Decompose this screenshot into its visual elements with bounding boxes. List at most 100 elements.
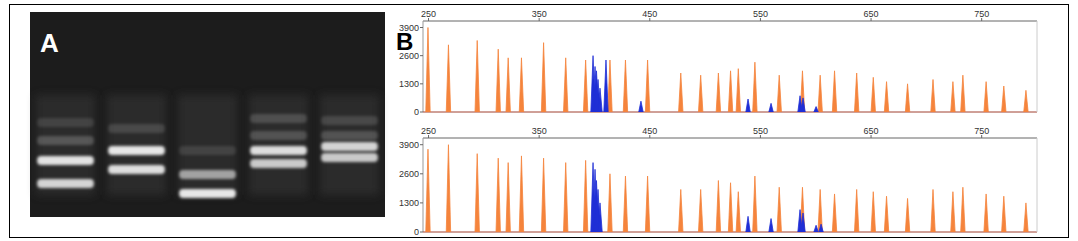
peak — [496, 158, 500, 232]
y-tick — [420, 55, 423, 56]
y-tick — [420, 232, 423, 233]
peak — [506, 58, 510, 112]
peak — [541, 43, 545, 112]
y-tick — [420, 27, 423, 28]
peak — [1002, 86, 1006, 112]
peak — [984, 194, 988, 232]
x-axis — [423, 138, 1037, 139]
peak — [598, 88, 602, 112]
gel-band — [321, 116, 378, 125]
range-end — [1037, 21, 1038, 112]
peak — [1002, 196, 1006, 232]
peak — [736, 69, 740, 112]
peak — [871, 192, 875, 232]
peak — [541, 158, 545, 232]
peak — [961, 187, 965, 232]
peak — [564, 58, 568, 112]
x-tick-label: 350 — [532, 9, 547, 19]
x-tick-label: 250 — [421, 9, 436, 19]
y-axis — [423, 21, 424, 112]
gel-background — [30, 12, 385, 217]
peak — [716, 73, 720, 112]
x-tick-label: 650 — [864, 126, 879, 136]
peak — [426, 149, 430, 232]
peak — [801, 213, 805, 232]
peak — [884, 196, 888, 232]
peak — [598, 203, 602, 232]
y-tick-label: 3900 — [399, 140, 419, 150]
peak — [769, 103, 773, 112]
peak — [728, 183, 732, 232]
lane-smear — [320, 95, 380, 195]
gel-band — [108, 124, 165, 133]
peak — [736, 192, 740, 232]
gel-band — [321, 142, 378, 151]
y-tick-label: 2600 — [399, 169, 419, 179]
gel-band — [37, 118, 94, 127]
peak — [446, 45, 450, 112]
peak — [818, 75, 822, 112]
x-tick-label: 450 — [642, 9, 657, 19]
peak — [475, 41, 479, 113]
gel-band — [179, 146, 236, 155]
gel-band — [108, 165, 165, 174]
peak — [679, 73, 683, 112]
peak — [604, 60, 608, 112]
frame — [10, 5, 1069, 238]
peak — [753, 176, 757, 232]
range-end — [1037, 138, 1038, 232]
peak — [832, 194, 836, 232]
peak — [871, 77, 875, 112]
peak — [746, 216, 750, 232]
peaks — [426, 28, 1028, 113]
peak — [905, 84, 909, 112]
peak — [1024, 90, 1028, 112]
y-tick-label: 3900 — [399, 23, 419, 33]
gel-band — [250, 159, 307, 168]
peak — [951, 192, 955, 232]
y-tick-label: 1300 — [399, 79, 419, 89]
peak — [814, 107, 818, 112]
gel-image — [30, 12, 385, 217]
peak — [819, 224, 823, 232]
peak — [698, 75, 702, 112]
peak — [753, 62, 757, 112]
x-tick-label: 550 — [753, 9, 768, 19]
lane-smear — [178, 95, 238, 195]
peak — [832, 71, 836, 112]
peak — [884, 82, 888, 112]
y-tick — [420, 83, 423, 84]
lane-smear — [249, 95, 309, 195]
peak — [506, 163, 510, 232]
electropherogram: 2503504505506507500130026003900 — [399, 9, 1037, 117]
peak — [746, 99, 750, 112]
peak — [728, 71, 732, 112]
peak — [623, 176, 627, 232]
gel-band — [37, 179, 94, 188]
y-tick-label: 1300 — [399, 198, 419, 208]
peak — [777, 75, 781, 112]
lane-smear — [107, 95, 167, 195]
peak — [698, 189, 702, 232]
x-axis — [423, 21, 1037, 22]
x-tick-label: 250 — [421, 126, 436, 136]
peak — [854, 189, 858, 232]
peak — [608, 60, 612, 112]
peak — [645, 60, 649, 112]
gel-band — [179, 189, 236, 198]
y-axis — [423, 138, 424, 232]
peak — [519, 58, 523, 112]
peak — [608, 174, 612, 232]
y-tick — [420, 173, 423, 174]
peak — [984, 82, 988, 112]
peak — [583, 160, 587, 232]
panel-label: A — [40, 28, 59, 58]
peak — [639, 101, 643, 112]
peak — [814, 225, 818, 232]
peak — [1024, 203, 1028, 232]
peak — [426, 28, 430, 113]
figure: AB25035045055065075001300260039002503504… — [0, 0, 1078, 241]
x-tick-label: 350 — [532, 126, 547, 136]
gel-band — [321, 153, 378, 162]
lane-smear — [36, 95, 96, 195]
